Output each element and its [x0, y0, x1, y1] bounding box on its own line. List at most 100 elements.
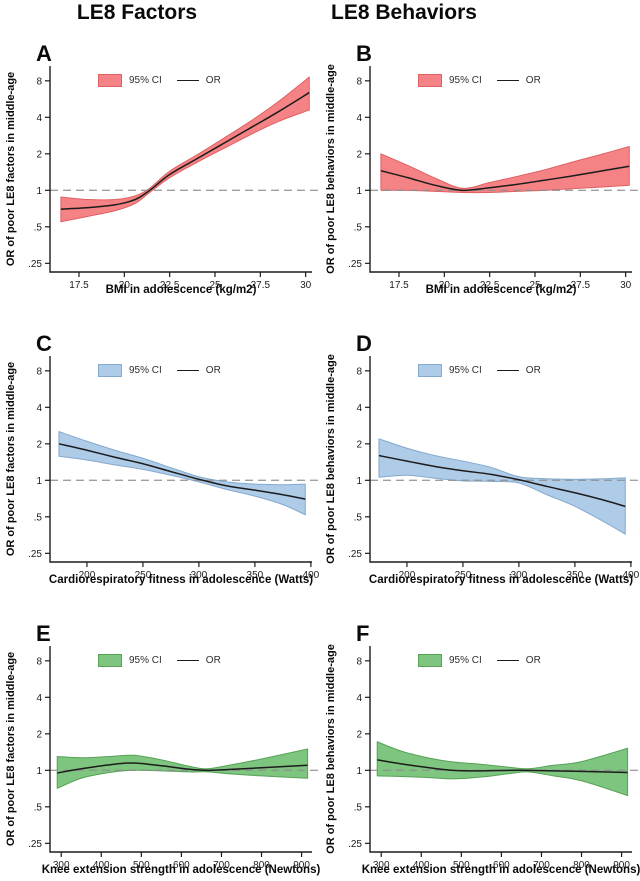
ci-legend-label: 95% CI — [129, 655, 162, 666]
x-tick-label: 400 — [93, 860, 110, 870]
panel-label: B — [356, 41, 372, 66]
plot-a: 8 4 2 1 .5 .25 17.5 20 22.5 25 27.5 30 — [28, 66, 318, 290]
x-tick-label: 800 — [573, 860, 590, 870]
panel-label: D — [356, 331, 372, 356]
x-tick-label: 20 — [119, 280, 131, 290]
ci-legend-label: 95% CI — [129, 365, 162, 376]
x-tick-label: 300 — [191, 570, 208, 580]
x-tick-label: 200 — [399, 570, 416, 580]
y-tick-label: 1 — [36, 186, 42, 197]
panel-label: E — [36, 621, 51, 646]
legend: 95% CI OR — [98, 364, 221, 377]
x-tick-label: 25 — [529, 280, 541, 290]
x-tick-label: 500 — [453, 860, 470, 870]
y-tick-label: 4 — [356, 113, 362, 124]
x-tick-label: 600 — [493, 860, 510, 870]
panel-label: F — [356, 621, 370, 646]
panel-c: C OR of poor LE8 factors in middle-age 8… — [0, 330, 320, 620]
panel-label: A — [36, 41, 52, 66]
panel-b: B OR of poor LE8 behaviors in middle-age… — [320, 40, 640, 330]
x-tick-label: 30 — [300, 280, 312, 290]
ci-legend-label: 95% CI — [449, 75, 482, 86]
y-tick-label: .25 — [348, 839, 362, 850]
y-tick-label: 1 — [36, 766, 42, 777]
y-tick-label: 4 — [356, 693, 362, 704]
y-tick-label: .25 — [28, 259, 42, 270]
y-tick-label: .5 — [34, 512, 43, 523]
ci-band — [58, 431, 306, 516]
x-axis-title: BMI in adolescence (kg/m2) — [105, 284, 257, 296]
x-tick-label: 22.5 — [160, 280, 180, 290]
x-axis-title: Cardiorespiratory fitness in adolescence… — [368, 574, 634, 586]
ci-legend-label: 95% CI — [449, 655, 482, 666]
x-tick-label: 300 — [511, 570, 528, 580]
y-tick-label: 1 — [356, 476, 362, 487]
x-tick-label: 350 — [567, 570, 584, 580]
axes — [369, 646, 632, 853]
axes — [49, 646, 312, 853]
x-axis-title: Cardiorespiratory fitness in adolescence… — [48, 574, 314, 586]
legend: 95% CI OR — [418, 74, 541, 87]
x-axis-title: Knee extension strength in adolescence (… — [41, 864, 321, 876]
ci-band — [60, 76, 310, 223]
y-tick-label: 8 — [356, 76, 362, 87]
column-header-behaviors: LE8 Behaviors — [331, 1, 477, 24]
ci-swatch — [418, 74, 442, 87]
y-tick-label: .25 — [348, 549, 362, 560]
y-tick-label: 8 — [356, 656, 362, 667]
ci-band — [376, 741, 629, 796]
ci-swatch — [98, 364, 122, 377]
or-line-sample — [176, 80, 199, 81]
y-tick-label: 2 — [36, 149, 42, 160]
y-tick-label: 2 — [356, 729, 362, 740]
ci-legend-label: 95% CI — [129, 75, 162, 86]
y-tick-label: 2 — [36, 729, 42, 740]
y-tick-label: 2 — [36, 439, 42, 450]
x-tick-label: 300 — [373, 860, 390, 870]
ci-band — [380, 145, 630, 194]
or-legend-label: OR — [525, 365, 541, 376]
x-tick-label: 200 — [79, 570, 96, 580]
x-tick-label: 400 — [623, 570, 640, 580]
y-tick-label: .25 — [28, 839, 42, 850]
column-header-factors: LE8 Factors — [76, 1, 198, 24]
y-tick-label: 1 — [36, 476, 42, 487]
y-tick-label: 4 — [356, 403, 362, 414]
axes — [49, 66, 312, 273]
y-tick-label: .5 — [354, 222, 363, 233]
or-curve — [378, 454, 626, 508]
or-legend-label: OR — [205, 365, 221, 376]
x-tick-label: 400 — [413, 860, 430, 870]
y-tick-label: 8 — [36, 76, 42, 87]
x-tick-label: 250 — [455, 570, 472, 580]
plot-e: 8 4 2 1 .5 .25 300 400 500 600 700 800 900 — [28, 646, 318, 870]
y-tick-label: 1 — [356, 766, 362, 777]
ci-legend-label: 95% CI — [449, 365, 482, 376]
y-tick-label: .5 — [354, 512, 363, 523]
legend: 95% CI OR — [418, 654, 541, 667]
ci-swatch — [98, 74, 122, 87]
y-tick-label: 8 — [36, 366, 42, 377]
y-tick-label: .25 — [28, 549, 42, 560]
x-tick-label: 25 — [209, 280, 221, 290]
legend: 95% CI OR — [98, 74, 221, 87]
or-curve — [377, 759, 628, 774]
panel-a: A OR of poor LE8 factors in middle-age 8… — [0, 40, 320, 330]
or-curve — [380, 165, 630, 192]
plot-c: 8 4 2 1 .5 .25 200 250 300 350 400 — [28, 356, 320, 580]
x-tick-label: 27.5 — [251, 280, 271, 290]
y-tick-label: 2 — [356, 149, 362, 160]
plot-d: 8 4 2 1 .5 .25 200 250 300 350 400 — [348, 356, 640, 580]
panel-d: D OR of poor LE8 behaviors in middle-age… — [320, 330, 640, 620]
y-tick-label: .5 — [34, 222, 43, 233]
y-tick-label: 8 — [36, 656, 42, 667]
axes — [369, 356, 632, 563]
x-tick-label: 17.5 — [69, 280, 89, 290]
x-tick-label: 800 — [253, 860, 270, 870]
panel-label: C — [36, 331, 52, 356]
x-tick-label: 17.5 — [389, 280, 409, 290]
y-tick-label: 4 — [36, 403, 42, 414]
or-legend-label: OR — [205, 75, 221, 86]
x-tick-label: 350 — [247, 570, 264, 580]
x-tick-label: 700 — [213, 860, 230, 870]
